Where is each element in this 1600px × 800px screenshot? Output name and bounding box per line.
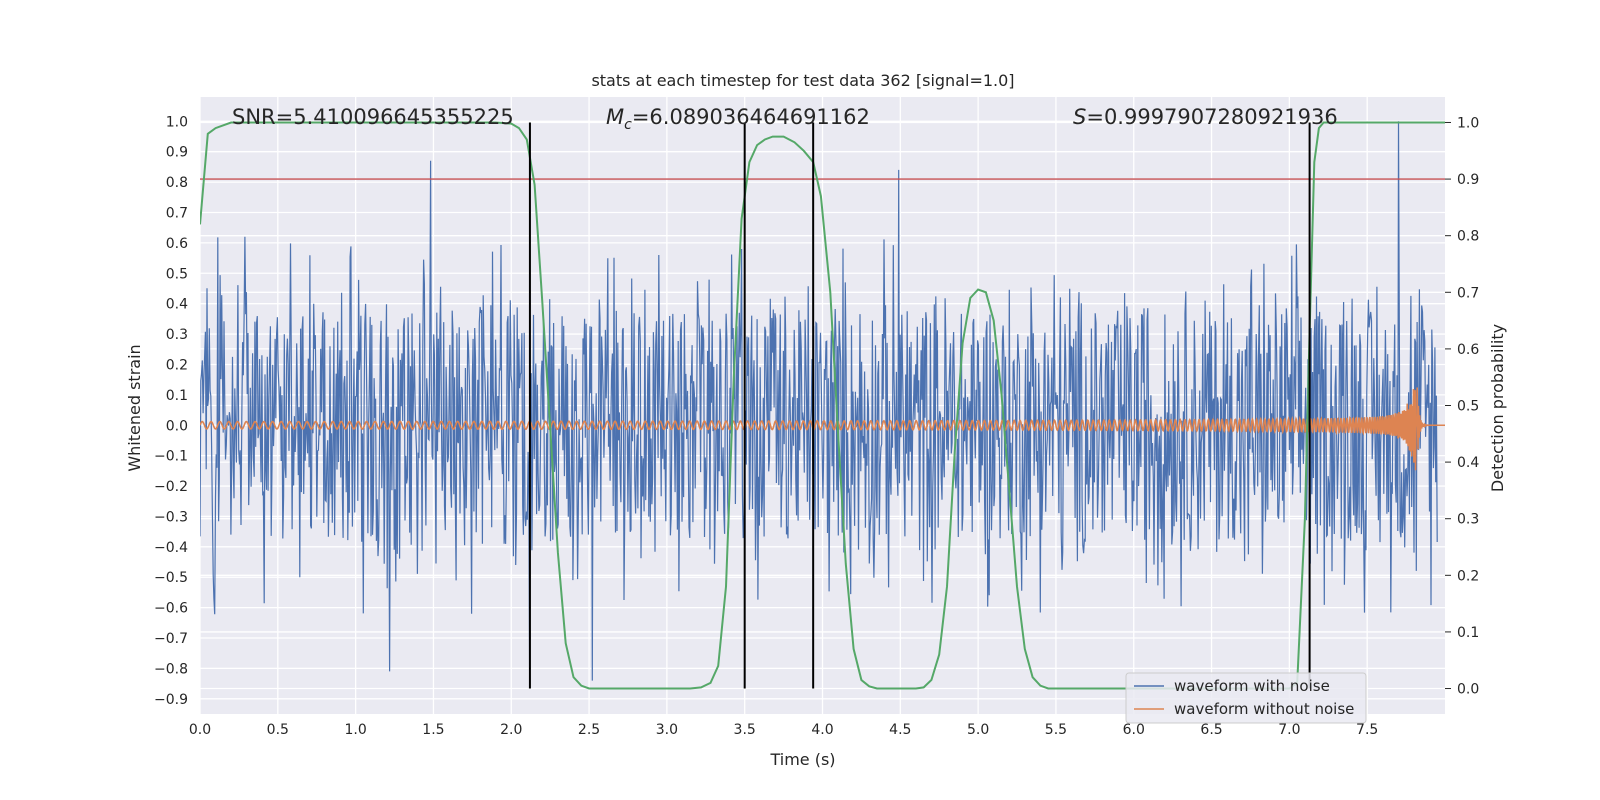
x-tick-label: 4.5: [889, 722, 911, 738]
y-tick-label: −0.5: [154, 570, 188, 586]
x-tick-label: 7.5: [1356, 722, 1378, 738]
y-right-axis-ticks: 1.0 0.9 0.8 0.7 0.6 0.5 0.4 0.3 0.2 0.1 0.0: [1445, 115, 1479, 698]
chart-title: stats at each timestep for test data 362…: [591, 71, 1014, 90]
score-annotation: S=0.9997907280921936: [1073, 105, 1338, 129]
x-tick-label: 4.0: [811, 722, 833, 738]
y-right-tick-label: 1.0: [1457, 115, 1479, 131]
x-tick-label: 6.5: [1200, 722, 1222, 738]
x-tick-label: 1.5: [422, 722, 444, 738]
legend-label-noise: waveform with noise: [1174, 677, 1330, 695]
y-tick-label: −0.2: [154, 479, 188, 495]
y-tick-label: −0.1: [154, 449, 188, 465]
y-tick-label: 0.3: [166, 327, 188, 343]
chirp-mass-annotation: Mc=6.089036464691162: [606, 105, 870, 133]
y-right-tick-label: 0.5: [1457, 399, 1479, 415]
detection-probability-line: [200, 121, 1445, 690]
x-tick-label: 3.5: [734, 722, 756, 738]
y-right-tick-label: 0.7: [1457, 285, 1479, 301]
y-tick-label: −0.7: [154, 631, 188, 647]
x-tick-label: 5.5: [1045, 722, 1067, 738]
y-right-tick-label: 0.8: [1457, 229, 1479, 245]
y-tick-label: 0.5: [166, 266, 188, 282]
y-axis-ticks: 1.0 0.9 0.8 0.7 0.6 0.5 0.4 0.3 0.2 0.1 0.0 −0.1 −0.…: [154, 114, 188, 707]
y-tick-label: 0.8: [166, 175, 188, 191]
y-right-tick-label: 0.6: [1457, 342, 1479, 358]
score-symbol: S: [1073, 105, 1086, 129]
x-tick-label: 5.0: [967, 722, 989, 738]
y-right-tick-label: 0.1: [1457, 625, 1479, 641]
y-tick-label: −0.3: [154, 509, 188, 525]
series-waveform-without-noise: [200, 387, 1445, 471]
x-tick-label: 1.0: [344, 722, 366, 738]
y-right-axis-label: Detection probability: [1488, 324, 1507, 492]
legend-label-clean: waveform without noise: [1174, 700, 1354, 718]
crossing-lines: [528, 122, 1311, 689]
y-tick-label: 0.6: [166, 236, 188, 252]
x-tick-label: 7.0: [1278, 722, 1300, 738]
chirp-mass-value: =6.089036464691162: [632, 105, 870, 129]
snr-annotation: SNR=5.410096645355225: [232, 105, 514, 129]
y-tick-label: 0.9: [166, 145, 188, 161]
plot-content: [200, 121, 1445, 690]
y-right-tick-label: 0.0: [1457, 682, 1479, 698]
y-tick-label: −0.4: [154, 540, 188, 556]
y-tick-label: −0.6: [154, 601, 188, 617]
y-right-tick-label: 0.4: [1457, 455, 1479, 471]
x-tick-label: 2.0: [500, 722, 522, 738]
y-tick-label: 1.0: [166, 114, 188, 130]
y-tick-label: 0.0: [166, 418, 188, 434]
y-tick-label: −0.8: [154, 661, 188, 677]
series-waveform-with-noise: [200, 121, 1438, 681]
legend: waveform with noise waveform without noi…: [1125, 672, 1367, 724]
x-tick-label: 6.0: [1123, 722, 1145, 738]
y-tick-label: 0.1: [166, 388, 188, 404]
chirp-mass-subscript: c: [624, 117, 632, 133]
chirp-mass-symbol: M: [606, 105, 624, 129]
score-value: =0.9997907280921936: [1086, 105, 1337, 129]
x-tick-label: 0.5: [267, 722, 289, 738]
legend-frame: [1125, 672, 1367, 724]
y-tick-label: 0.4: [166, 297, 188, 313]
y-right-tick-label: 0.9: [1457, 172, 1479, 188]
x-tick-label: 3.0: [656, 722, 678, 738]
x-tick-label: 0.0: [189, 722, 211, 738]
x-axis-label: Time (s): [769, 750, 835, 769]
x-axis-ticks: 0.0 0.5 1.0 1.5 2.0 2.5 3.0 3.5 4.0 4.5 5.0 5.5 6.0 6…: [189, 722, 1378, 738]
y-tick-label: 0.7: [166, 205, 188, 221]
y-right-tick-label: 0.3: [1457, 512, 1479, 528]
x-tick-label: 2.5: [578, 722, 600, 738]
y-right-tick-label: 0.2: [1457, 568, 1479, 584]
y-tick-label: −0.9: [154, 692, 188, 708]
y-tick-label: 0.2: [166, 357, 188, 373]
y-axis-label: Whitened strain: [125, 344, 144, 471]
